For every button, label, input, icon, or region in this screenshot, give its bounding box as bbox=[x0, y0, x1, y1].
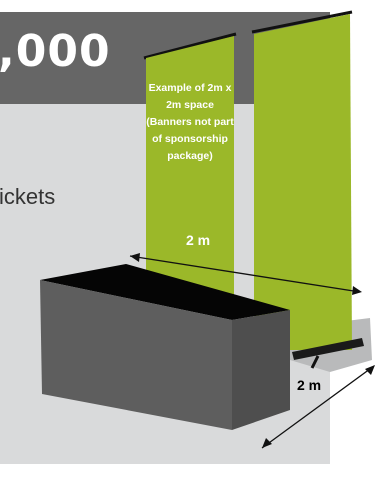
table-top bbox=[40, 264, 290, 320]
depth-arrow-head-bottom bbox=[262, 438, 272, 448]
banner-pole-left bbox=[143, 32, 237, 60]
table-side bbox=[232, 310, 290, 430]
price-text: ,000 bbox=[0, 26, 111, 77]
width-label: 2 m bbox=[186, 232, 211, 248]
depth-label: 2 m bbox=[297, 377, 322, 393]
banner-note: Example of 2m x 2m space (Banners not pa… bbox=[146, 82, 234, 162]
banner-left bbox=[146, 36, 234, 300]
width-arrow bbox=[129, 255, 361, 293]
banner-stand-leg bbox=[310, 355, 320, 369]
depth-arrow bbox=[261, 365, 375, 449]
tickets-text: ickets bbox=[0, 184, 56, 209]
table-front bbox=[40, 280, 232, 430]
banner-right bbox=[254, 14, 352, 350]
depth-arrow-head-top bbox=[365, 365, 375, 375]
width-arrow-head-left bbox=[130, 253, 140, 262]
banner-pole-right bbox=[251, 10, 353, 34]
width-arrow-head-right bbox=[352, 286, 362, 295]
banner-base-right bbox=[292, 338, 364, 360]
